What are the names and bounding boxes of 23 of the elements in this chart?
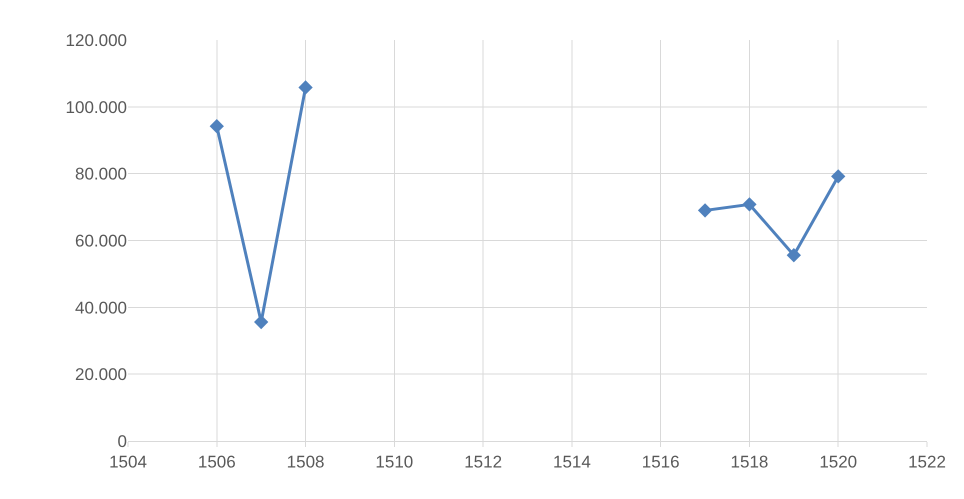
point [210, 119, 224, 134]
point [831, 169, 846, 184]
y-tick-label: 0 [118, 432, 127, 451]
x-tick-label: 1520 [819, 452, 858, 472]
x-tick-label: 1504 [109, 452, 147, 472]
point [698, 203, 712, 218]
point [786, 248, 801, 262]
x-tick-label: 1516 [642, 452, 680, 472]
y-tick-label: 20.000 [75, 365, 127, 384]
y-tick-label: 60.000 [75, 231, 127, 250]
y-tick-label: 80.000 [75, 164, 127, 184]
x-tick-label: 1518 [730, 452, 768, 472]
y-tick-label: 100.000 [66, 98, 127, 117]
x-tick-label: 1514 [552, 452, 591, 472]
x-tick-label: 1506 [198, 452, 236, 472]
point [298, 80, 313, 95]
y-tick-label: 120.000 [66, 30, 127, 50]
x-tick-label: 1522 [908, 452, 946, 472]
x-tick-label: 1512 [464, 452, 502, 472]
x-tick-label: 1508 [286, 452, 324, 472]
x-tick-label: 1510 [375, 452, 414, 472]
point [742, 197, 757, 212]
y-tick-label: 40.000 [75, 298, 127, 318]
